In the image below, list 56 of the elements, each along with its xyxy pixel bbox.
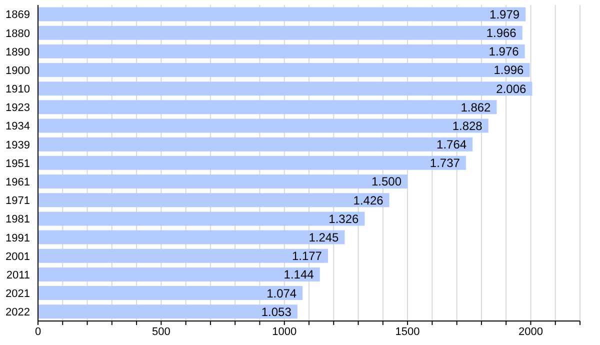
data-label: 1.144 bbox=[284, 268, 314, 282]
data-label: 1.979 bbox=[490, 7, 520, 22]
y-tick-label: 2001 bbox=[6, 250, 30, 263]
data-label: 1.053 bbox=[261, 304, 292, 319]
y-tick-label: 1923 bbox=[6, 102, 30, 114]
bar bbox=[38, 62, 530, 77]
bar bbox=[38, 26, 522, 40]
x-tick-label: 1500 bbox=[395, 326, 420, 338]
bar bbox=[38, 304, 298, 319]
data-label: 1.177 bbox=[292, 249, 322, 264]
data-label: 1.326 bbox=[328, 212, 359, 226]
bar bbox=[38, 82, 532, 96]
y-tick-label: 2022 bbox=[6, 306, 30, 319]
x-tick-label: 1000 bbox=[272, 326, 297, 338]
bar bbox=[38, 230, 345, 244]
y-tick-label: 1900 bbox=[6, 64, 30, 77]
data-label: 1.862 bbox=[460, 100, 492, 114]
bar bbox=[38, 267, 320, 282]
y-tick-label: 1934 bbox=[6, 120, 30, 133]
y-tick-label: 1961 bbox=[6, 176, 30, 188]
data-label: 1.737 bbox=[430, 156, 460, 170]
bar bbox=[38, 137, 473, 152]
y-tick-label: 1991 bbox=[6, 232, 30, 244]
y-tick-label: 1880 bbox=[6, 28, 30, 40]
y-tick-label: 1869 bbox=[6, 9, 30, 22]
data-label: 1.764 bbox=[436, 138, 467, 152]
y-tick-label: 1971 bbox=[6, 195, 30, 208]
bar bbox=[38, 100, 497, 114]
bar bbox=[38, 193, 390, 208]
bar bbox=[38, 248, 328, 263]
x-tick-label: 0 bbox=[34, 326, 42, 338]
data-label: 2.006 bbox=[496, 82, 527, 96]
y-tick-label: 1910 bbox=[6, 84, 30, 96]
bar bbox=[38, 118, 488, 133]
bar bbox=[38, 7, 526, 22]
data-label: 1.976 bbox=[488, 44, 520, 59]
y-tick-label: 1981 bbox=[6, 214, 30, 226]
data-label: 1.245 bbox=[308, 230, 340, 244]
data-label: 1.426 bbox=[353, 193, 384, 208]
bar bbox=[38, 44, 525, 58]
data-label: 1.500 bbox=[372, 174, 402, 189]
y-tick-label: 2021 bbox=[6, 288, 30, 300]
x-tick-label: 2000 bbox=[518, 326, 543, 338]
data-label: 1.966 bbox=[486, 26, 517, 40]
y-tick-label: 1939 bbox=[6, 139, 30, 152]
bar bbox=[38, 174, 408, 189]
data-label: 1.996 bbox=[494, 63, 524, 78]
bar bbox=[38, 286, 303, 300]
y-tick-label: 2011 bbox=[6, 269, 30, 282]
bar bbox=[38, 156, 466, 170]
data-label: 1.074 bbox=[266, 286, 297, 300]
data-label: 1.828 bbox=[452, 118, 483, 133]
y-tick-label: 1890 bbox=[6, 46, 30, 58]
y-tick-label: 1951 bbox=[6, 158, 30, 170]
bar bbox=[38, 212, 365, 226]
x-tick-label: 500 bbox=[152, 326, 170, 338]
